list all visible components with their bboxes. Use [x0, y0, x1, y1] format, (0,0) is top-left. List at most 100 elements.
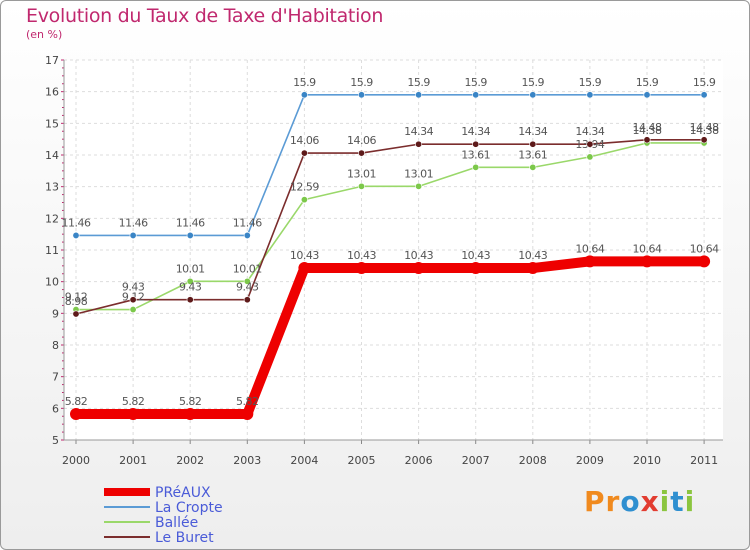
proxiti-logo: Proxiti [584, 485, 695, 518]
data-label-pr-aux: 5.82 [179, 395, 202, 408]
x-tick-label: 2004 [290, 454, 318, 467]
y-tick-label: 9 [52, 307, 59, 320]
data-label-pr-aux: 10.43 [518, 249, 547, 262]
data-point-pr-aux [298, 262, 311, 275]
data-label-le-buret: 14.34 [575, 125, 604, 138]
legend-label-le-buret: Le Buret [155, 530, 214, 546]
y-tick-label: 8 [52, 339, 59, 352]
data-label-ball-e: 14.38 [633, 124, 662, 137]
data-label-la-cropte: 15.9 [522, 76, 545, 89]
data-label-pr-aux: 5.82 [236, 395, 259, 408]
data-point-la-cropte [700, 91, 708, 99]
x-tick-label: 2011 [690, 454, 718, 467]
legend-label-ball-e: Ballée [155, 515, 198, 531]
data-point-le-buret [72, 310, 80, 318]
data-label-la-cropte: 11.46 [176, 216, 205, 229]
data-point-la-cropte [300, 91, 308, 99]
chart-title: Evolution du Taux de Taxe d'Habitation [26, 5, 384, 27]
logo-letter: P [584, 485, 606, 518]
data-point-pr-aux [469, 262, 482, 275]
data-label-ball-e: 13.61 [518, 148, 547, 161]
data-point-la-cropte [357, 91, 365, 99]
series-line-pr-aux [71, 256, 710, 420]
data-point-la-cropte [643, 91, 651, 99]
x-tick-label: 2009 [576, 454, 604, 467]
data-label-le-buret: 14.48 [690, 121, 719, 134]
data-label-ball-e: 13.61 [461, 148, 490, 161]
data-label-la-cropte: 11.46 [119, 216, 148, 229]
data-label-ball-e: 10.01 [176, 262, 205, 275]
legend-label-pr-aux: PRéAUX [155, 485, 211, 501]
legend-label-la-cropte: La Cropte [155, 500, 223, 516]
y-tick-label: 12 [45, 212, 59, 225]
data-label-ball-e: 10.01 [233, 262, 262, 275]
series-line-la-cropte [75, 94, 705, 237]
data-point-ball-e [415, 182, 423, 190]
data-point-ball-e [357, 182, 365, 190]
data-point-la-cropte [529, 91, 537, 99]
data-label-le-buret: 14.34 [518, 125, 547, 138]
series-line-ball-e [75, 142, 705, 311]
data-label-pr-aux: 10.64 [690, 242, 719, 255]
data-label-ball-e: 12.59 [290, 181, 319, 194]
data-label-pr-aux: 10.64 [575, 242, 604, 255]
data-point-le-buret [472, 140, 480, 148]
y-tick-label: 5 [52, 434, 59, 447]
data-label-le-buret: 8.98 [65, 295, 88, 308]
y-tick-label: 17 [45, 54, 59, 67]
data-label-la-cropte: 15.9 [636, 76, 659, 89]
data-label-la-cropte: 15.9 [693, 76, 716, 89]
x-tick-label: 2003 [233, 454, 261, 467]
logo-letter: x [640, 485, 660, 518]
data-point-pr-aux [412, 262, 425, 275]
data-point-la-cropte [415, 91, 423, 99]
data-point-ball-e [586, 153, 594, 161]
y-tick-label: 16 [45, 86, 59, 99]
data-label-la-cropte: 15.9 [293, 76, 316, 89]
data-point-la-cropte [586, 91, 594, 99]
data-point-la-cropte [472, 91, 480, 99]
chart-subtitle: (en %) [26, 28, 63, 41]
logo-letter: t [670, 485, 685, 518]
data-label-la-cropte: 15.9 [579, 76, 602, 89]
data-point-la-cropte [72, 231, 80, 239]
data-label-ball-e: 14.38 [690, 124, 719, 137]
x-tick-label: 2000 [62, 454, 90, 467]
data-label-pr-aux: 10.43 [290, 249, 319, 262]
y-tick-label: 6 [52, 402, 59, 415]
x-tick-label: 2006 [405, 454, 433, 467]
data-label-la-cropte: 15.9 [350, 76, 373, 89]
data-label-la-cropte: 11.46 [62, 216, 91, 229]
data-point-le-buret [243, 296, 251, 304]
y-tick-label: 15 [45, 117, 59, 130]
data-label-le-buret: 14.06 [347, 134, 376, 147]
x-tick-label: 2002 [176, 454, 204, 467]
data-label-pr-aux: 5.82 [122, 395, 145, 408]
data-point-le-buret [186, 296, 194, 304]
data-point-la-cropte [186, 231, 194, 239]
data-point-le-buret [415, 140, 423, 148]
data-point-ball-e [300, 196, 308, 204]
data-point-pr-aux [127, 408, 140, 421]
data-label-le-buret: 14.06 [290, 134, 319, 147]
data-label-ball-e: 13.01 [404, 167, 433, 180]
data-point-pr-aux [698, 255, 711, 268]
data-label-la-cropte: 11.46 [233, 216, 262, 229]
data-point-ball-e [186, 277, 194, 285]
data-point-le-buret [300, 149, 308, 157]
data-point-ball-e [243, 277, 251, 285]
logo-letter: i [659, 485, 671, 518]
data-label-le-buret: 9.43 [236, 281, 259, 294]
data-label-pr-aux: 10.43 [347, 249, 376, 262]
data-point-pr-aux [355, 262, 368, 275]
data-point-la-cropte [129, 231, 137, 239]
data-label-le-buret: 14.48 [633, 121, 662, 134]
x-tick-label: 2005 [348, 454, 376, 467]
data-label-le-buret: 9.43 [122, 281, 145, 294]
data-label-pr-aux: 10.43 [404, 249, 433, 262]
data-point-le-buret [529, 140, 537, 148]
data-point-le-buret [643, 136, 651, 144]
data-point-pr-aux [526, 262, 539, 275]
data-point-pr-aux [70, 408, 82, 421]
